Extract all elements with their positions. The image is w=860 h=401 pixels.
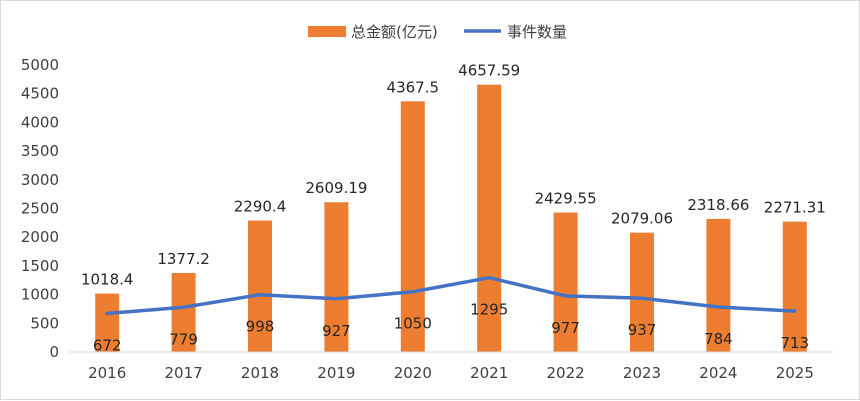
line-value-label: 937: [628, 321, 657, 339]
bar: [783, 222, 807, 352]
bar-value-label: 2609.19: [305, 179, 367, 197]
bar-value-label: 2318.66: [687, 196, 749, 214]
x-tick-label: 2016: [88, 364, 126, 382]
line-series: [107, 278, 795, 314]
x-tick-label: 2025: [776, 364, 814, 382]
y-tick-label: 4000: [21, 113, 59, 131]
x-tick-label: 2021: [470, 364, 508, 382]
line-value-label: 779: [169, 330, 198, 348]
line-value-label: 713: [780, 334, 809, 352]
bar-value-label: 1377.2: [157, 250, 210, 268]
x-tick-label: 2018: [241, 364, 279, 382]
bar-series: [95, 85, 807, 352]
line-value-label: 977: [551, 319, 580, 337]
line-value-label: 927: [322, 322, 351, 340]
line-value-label: 998: [246, 318, 275, 336]
y-tick-label: 1500: [21, 257, 59, 275]
x-tick-label: 2017: [165, 364, 203, 382]
y-tick-label: 500: [30, 314, 59, 332]
bar-value-label: 4367.5: [387, 78, 440, 96]
bar-value-label: 2290.4: [234, 198, 287, 216]
x-tick-label: 2019: [317, 364, 355, 382]
legend-line-label: 事件数量: [507, 23, 567, 41]
legend-bar-label: 总金额(亿元): [351, 23, 438, 41]
bar-value-label: 2271.31: [764, 199, 826, 217]
bar-value-label: 4657.59: [458, 62, 520, 80]
y-tick-label: 3500: [21, 142, 59, 160]
line-value-label: 784: [704, 330, 733, 348]
line-path: [107, 278, 795, 314]
line-value-label: 1295: [470, 301, 508, 319]
bar-value-label: 2429.55: [535, 190, 597, 208]
x-axis: 2016 2017 2018 2019 2020 2021 2022 2023 2024 2025: [69, 352, 833, 382]
legend-bar-swatch: [308, 26, 346, 37]
y-tick-label: 3000: [21, 171, 59, 189]
y-tick-label: 2000: [21, 228, 59, 246]
bar-value-label: 1018.4: [81, 271, 134, 289]
bar-value-label: 2079.06: [611, 210, 673, 228]
y-tick-label: 4500: [21, 85, 59, 103]
x-tick-label: 2024: [699, 364, 737, 382]
x-tick-label: 2022: [547, 364, 585, 382]
x-tick-label: 2020: [394, 364, 432, 382]
y-tick-label: 1000: [21, 286, 59, 304]
y-tick-label: 0: [49, 343, 59, 361]
y-tick-label: 5000: [21, 56, 59, 74]
line-value-label: 672: [93, 336, 122, 354]
line-value-label: 1050: [394, 315, 432, 333]
legend: 总金额(亿元) 事件数量: [308, 23, 567, 41]
y-axis: 0 500 1000 1500 2000 2500 3000 3500 4000 4500 5000: [21, 56, 59, 361]
x-tick-label: 2023: [623, 364, 661, 382]
y-tick-label: 2500: [21, 200, 59, 218]
